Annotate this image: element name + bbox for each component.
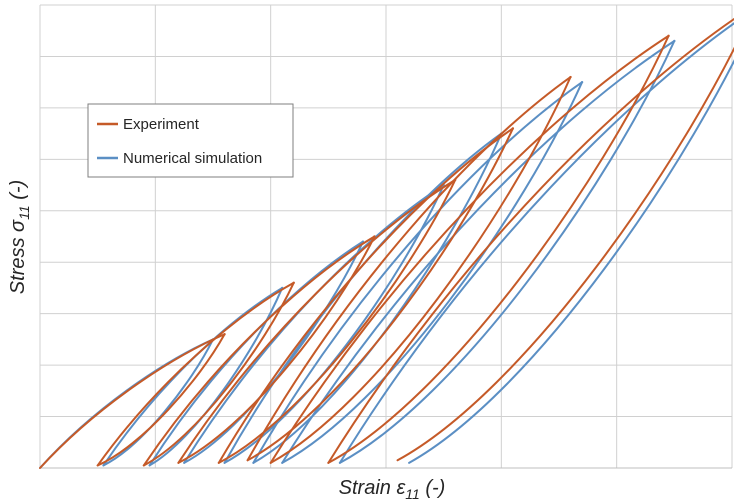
y-axis-title-subscript: 11 — [16, 205, 32, 220]
peak-point — [569, 75, 572, 79]
y-axis-title: Stress σ11 (-) — [7, 180, 32, 294]
peak-point — [223, 333, 226, 336]
x-axis-title-main: Strain ε — [339, 477, 407, 499]
peak-point — [673, 39, 676, 43]
x-axis-title: Strain ε11 (-) — [339, 477, 446, 502]
legend: Experiment Numerical simulation — [87, 103, 294, 178]
legend-label-experiment: Experiment — [123, 116, 200, 133]
x-axis-title-subscript: 11 — [405, 486, 420, 502]
y-axis-title-main: Stress σ — [7, 219, 29, 294]
legend-label-numerical-simulation: Numerical simulation — [123, 150, 262, 167]
peak-point — [580, 80, 584, 84]
peak-point — [373, 235, 376, 238]
series-experiment — [39, 17, 734, 469]
y-axis-title-unit: (-) — [7, 180, 29, 206]
series-layer — [39, 17, 734, 469]
peak-point — [292, 281, 295, 284]
legend-box — [87, 103, 294, 178]
peak-point — [667, 34, 670, 38]
x-axis-title-unit: (-) — [420, 477, 446, 499]
loop-8 — [338, 22, 734, 464]
peak-point — [511, 127, 515, 130]
loop-8 — [327, 17, 734, 464]
